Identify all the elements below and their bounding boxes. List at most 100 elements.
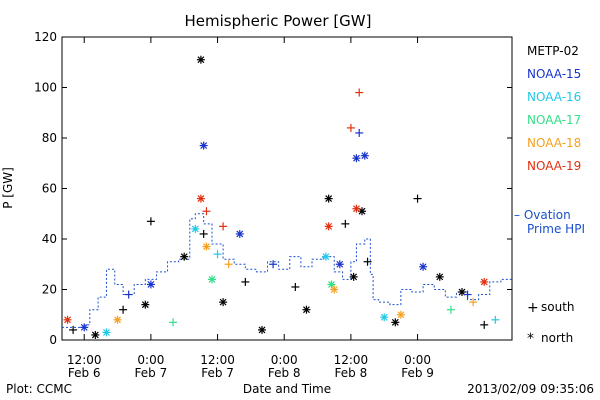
x-tick-label-date: Feb 9 — [401, 366, 434, 380]
x-tick-label-date: Feb 8 — [268, 366, 301, 380]
chart-title: Hemispheric Power [GW] — [185, 12, 372, 30]
data-point-noaa-16 — [321, 252, 330, 261]
data-point-noaa-18 — [202, 242, 211, 251]
legend-entry-noaa-17: NOAA-17 — [527, 113, 581, 127]
x-tick-label-date: Feb 7 — [135, 366, 168, 380]
x-tick-label-time: 12:00 — [334, 353, 369, 367]
y-tick-label: 120 — [34, 30, 57, 44]
data-point-metp-02 — [302, 305, 311, 314]
legend-entry-noaa-16: NOAA-16 — [527, 90, 581, 104]
data-point-noaa-18 — [469, 298, 478, 307]
y-tick-label: 100 — [34, 81, 57, 95]
data-point-noaa-16 — [380, 313, 389, 322]
data-point-noaa-16 — [491, 315, 500, 324]
data-point-metp-02 — [219, 298, 228, 307]
legend-north-label: north — [541, 331, 573, 345]
y-tick-label: 40 — [42, 232, 57, 246]
data-point-metp-02 — [196, 55, 205, 64]
data-point-noaa-18 — [330, 285, 339, 294]
y-tick-label: 0 — [49, 333, 57, 347]
data-point-metp-02 — [141, 300, 150, 309]
data-point-noaa-15 — [419, 262, 428, 271]
data-point-noaa-15 — [335, 260, 344, 269]
data-point-noaa-15 — [124, 290, 133, 299]
data-point-noaa-18 — [396, 310, 405, 319]
data-point-noaa-15 — [360, 151, 369, 160]
y-axis: 0 20 40 60 80 100 120 — [34, 30, 512, 347]
data-point-noaa-19 — [196, 194, 205, 203]
x-tick-label-time: 12:00 — [200, 353, 235, 367]
data-point-noaa-15 — [235, 229, 244, 238]
legend-entry-noaa-15: NOAA-15 — [527, 67, 581, 81]
plot-timestamp: 2013/02/09 09:35:06 — [467, 382, 594, 396]
data-point-metp-02 — [91, 330, 100, 339]
data-point-noaa-15 — [352, 154, 361, 163]
y-tick-label: 60 — [42, 182, 57, 196]
data-point-metp-02 — [199, 229, 208, 238]
x-axis-label: Date and Time — [243, 382, 331, 396]
data-point-noaa-15 — [463, 290, 472, 299]
data-point-metp-02 — [324, 194, 333, 203]
data-point-metp-02 — [413, 194, 422, 203]
data-point-metp-02 — [480, 320, 489, 329]
data-point-noaa-18 — [224, 260, 233, 269]
plot-source: Plot: CCMC — [6, 382, 72, 396]
legend-south-label: south — [541, 300, 575, 314]
data-point-noaa-19 — [202, 207, 211, 216]
data-point-noaa-17 — [208, 275, 216, 284]
data-point-metp-02 — [180, 252, 189, 261]
data-point-metp-02 — [258, 325, 266, 334]
x-tick-label-date: Feb 7 — [201, 366, 234, 380]
data-point-noaa-16 — [191, 224, 200, 233]
data-point-noaa-16 — [213, 250, 222, 259]
legend-entry-metp-02: METP-02 — [527, 44, 579, 58]
data-point-metp-02 — [341, 219, 350, 228]
data-point-noaa-15 — [146, 280, 155, 289]
legend-ovation-label-2: Prime HPI — [527, 222, 585, 236]
data-point-noaa-15 — [80, 323, 89, 332]
y-tick-label: 80 — [42, 131, 57, 145]
legend-north-symbol: * — [527, 331, 534, 347]
legend-entry-noaa-19: NOAA-19 — [527, 159, 581, 173]
data-point-noaa-15 — [355, 128, 364, 137]
data-point-noaa-17 — [169, 318, 178, 327]
data-point-metp-02 — [146, 217, 155, 226]
data-point-noaa-19 — [480, 277, 489, 286]
x-tick-label-time: 0:00 — [137, 353, 164, 367]
data-point-metp-02 — [391, 318, 400, 327]
data-point-noaa-15 — [269, 260, 278, 269]
data-point-metp-02 — [349, 272, 358, 281]
data-point-metp-02 — [291, 282, 300, 291]
y-tick-label: 20 — [42, 283, 57, 297]
ovation-prime-hpi-line — [62, 213, 512, 328]
data-point-metp-02 — [119, 305, 128, 314]
data-points — [63, 55, 500, 339]
x-tick-label-time: 12:00 — [67, 353, 102, 367]
x-tick-label-time: 0:00 — [404, 353, 431, 367]
data-point-metp-02 — [241, 277, 250, 286]
x-tick-label-date: Feb 8 — [335, 366, 368, 380]
legend-south-symbol: + — [527, 300, 539, 316]
legend-ovation-label: – Ovation — [514, 208, 571, 222]
data-point-noaa-19 — [346, 123, 355, 132]
data-point-noaa-19 — [352, 204, 361, 213]
x-tick-label-time: 0:00 — [271, 353, 298, 367]
data-point-noaa-19 — [219, 222, 228, 231]
x-tick-label-date: Feb 6 — [68, 366, 101, 380]
data-point-noaa-18 — [113, 315, 122, 324]
data-point-noaa-15 — [199, 141, 208, 150]
data-point-noaa-19 — [63, 315, 72, 324]
data-point-metp-02 — [435, 272, 444, 281]
legend: METP-02 NOAA-15 NOAA-16 NOAA-17 NOAA-18 … — [514, 44, 585, 347]
legend-entry-noaa-18: NOAA-18 — [527, 136, 581, 150]
data-point-noaa-17 — [446, 305, 455, 314]
data-point-metp-02 — [363, 257, 372, 266]
data-point-noaa-19 — [355, 88, 364, 97]
data-point-noaa-19 — [324, 222, 333, 231]
y-axis-label: P [GW] — [1, 167, 15, 209]
data-point-metp-02 — [69, 325, 78, 334]
data-point-noaa-16 — [102, 328, 111, 337]
